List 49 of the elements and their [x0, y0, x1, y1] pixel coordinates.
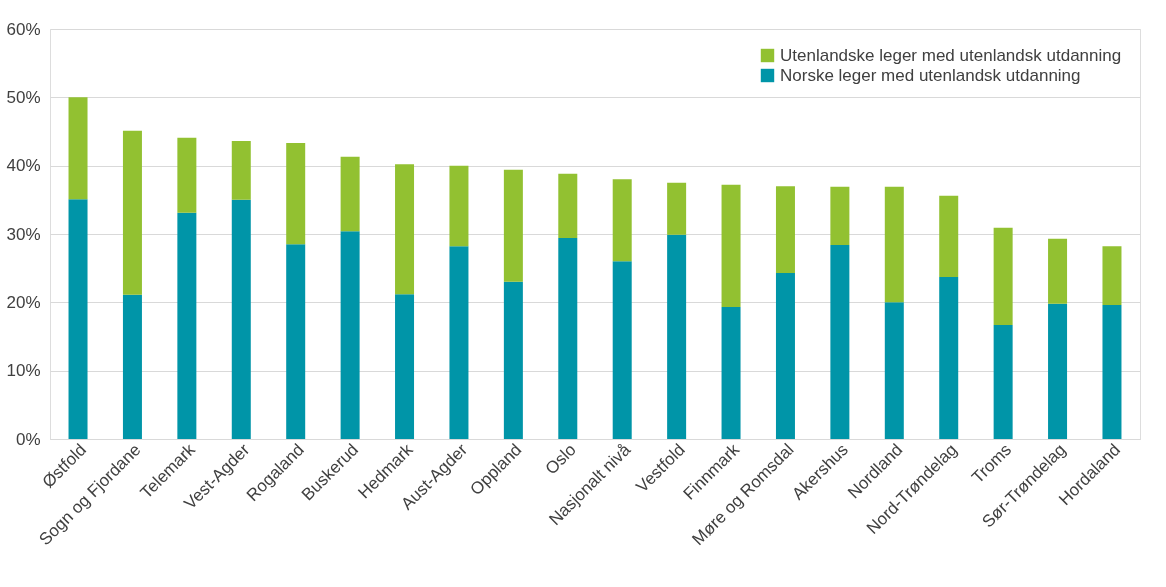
bar [340, 231, 360, 439]
bar [503, 281, 523, 439]
bar [449, 165, 469, 247]
legend-label: Utenlandske leger med utenlandsk utdanning [780, 45, 1122, 65]
bar [721, 307, 741, 439]
bar [286, 244, 306, 439]
bar [939, 195, 959, 278]
bar [667, 234, 687, 439]
bar [122, 130, 142, 295]
bar [177, 212, 197, 439]
y-tick-label: 50% [6, 87, 41, 107]
bar [340, 156, 360, 232]
bar [612, 261, 632, 439]
bar [1048, 303, 1068, 439]
bar [1102, 246, 1122, 306]
bar [449, 246, 469, 439]
bar [1048, 238, 1068, 304]
bar [612, 179, 632, 262]
bar [231, 141, 251, 200]
bar [122, 294, 142, 439]
bar [68, 97, 88, 200]
y-tick-label: 20% [6, 292, 41, 312]
y-tick-label: 60% [6, 19, 41, 39]
bar [503, 169, 523, 282]
bar [939, 277, 959, 439]
bar [721, 184, 741, 308]
legend-label: Norske leger med utenlandsk utdanning [780, 65, 1081, 85]
bar [830, 244, 850, 439]
bar [177, 137, 197, 213]
bar [667, 182, 687, 235]
bar [1102, 305, 1122, 439]
y-tick-label: 30% [6, 224, 41, 244]
bar [884, 302, 904, 439]
bar [775, 186, 795, 273]
bar [830, 186, 850, 245]
y-tick-label: 10% [6, 361, 41, 381]
y-tick-label: 0% [15, 429, 41, 449]
bar [884, 186, 904, 303]
bar [558, 238, 578, 439]
bar [775, 272, 795, 439]
bar [68, 199, 88, 439]
y-tick-label: 40% [6, 156, 41, 176]
bar [558, 173, 578, 239]
bar [395, 164, 415, 295]
bar [395, 294, 415, 439]
bar [286, 143, 306, 245]
bar [993, 227, 1013, 325]
bar [231, 199, 251, 439]
bar [993, 324, 1013, 439]
